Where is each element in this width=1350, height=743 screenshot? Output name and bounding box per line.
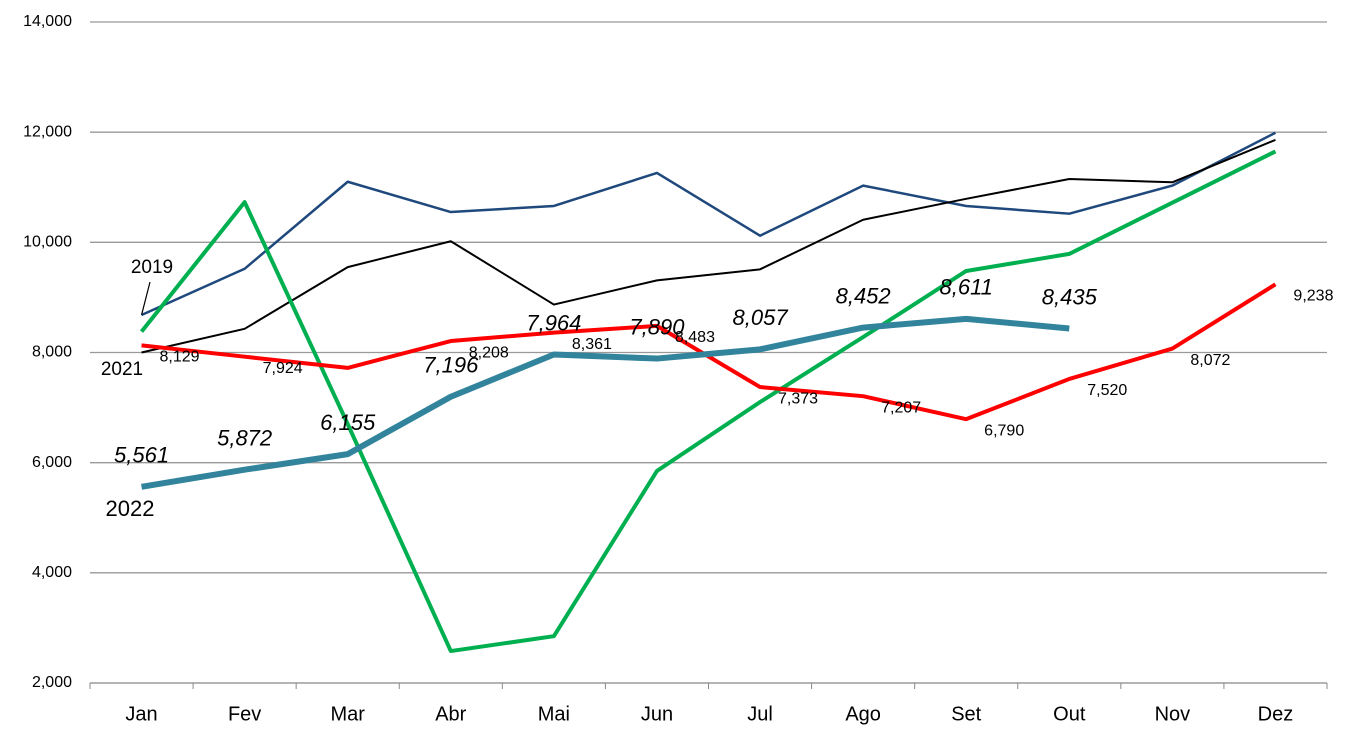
- x-tick-label: Dez: [1258, 703, 1294, 725]
- data-label: 7,207: [881, 399, 921, 416]
- x-tick-label: Jun: [641, 703, 673, 725]
- x-tick-label: Mar: [330, 703, 365, 725]
- x-tick-label: Abr: [435, 703, 466, 725]
- x-tick-label: Mai: [538, 703, 570, 725]
- data-label: 8,208: [469, 344, 509, 361]
- y-tick-label: 14,000: [23, 13, 72, 30]
- series-line: [141, 315, 1070, 490]
- data-label: 6,155: [320, 410, 376, 435]
- data-label: 8,072: [1190, 352, 1230, 369]
- data-label: 9,238: [1293, 288, 1333, 305]
- data-label: 8,129: [160, 349, 200, 366]
- x-tick-label: Nov: [1155, 703, 1191, 725]
- series-line: [141, 138, 1276, 354]
- y-tick-label: 12,000: [23, 123, 72, 140]
- data-label: 8,361: [572, 336, 612, 353]
- data-label: 5,561: [114, 443, 169, 468]
- series-line: [141, 131, 1277, 317]
- data-label: 6,790: [984, 422, 1024, 439]
- y-tick-label: 2,000: [32, 674, 72, 691]
- x-tick-label: Ago: [845, 703, 881, 725]
- x-tick-label: Out: [1053, 703, 1086, 725]
- data-label: 5,872: [217, 426, 272, 451]
- x-tick-label: Jul: [747, 703, 773, 725]
- x-tick-label: Fev: [228, 703, 261, 725]
- series-line: [139, 149, 1277, 654]
- data-label: 8,435: [1042, 284, 1098, 309]
- data-label: 8,611: [939, 275, 992, 300]
- data-label: 7,520: [1087, 382, 1127, 399]
- data-label: 7,890: [629, 314, 685, 339]
- data-label: 7,373: [778, 390, 818, 407]
- x-tick-label: Jan: [125, 703, 157, 725]
- data-label: 8,057: [733, 305, 789, 330]
- series-label: 2022: [106, 496, 155, 521]
- y-tick-label: 6,000: [32, 454, 72, 471]
- data-label: 8,452: [836, 283, 891, 308]
- y-tick-label: 4,000: [32, 564, 72, 581]
- data-label: 7,196: [423, 353, 479, 378]
- data-label: 7,924: [263, 360, 303, 377]
- series-label: 2019: [131, 257, 173, 278]
- data-label: 8,483: [675, 329, 715, 346]
- y-tick-label: 10,000: [23, 234, 72, 251]
- data-label: 7,964: [526, 310, 581, 335]
- x-tick-label: Set: [951, 703, 981, 725]
- leader-line: [140, 281, 151, 316]
- series-label: 2021: [101, 359, 143, 380]
- y-tick-label: 8,000: [32, 344, 72, 361]
